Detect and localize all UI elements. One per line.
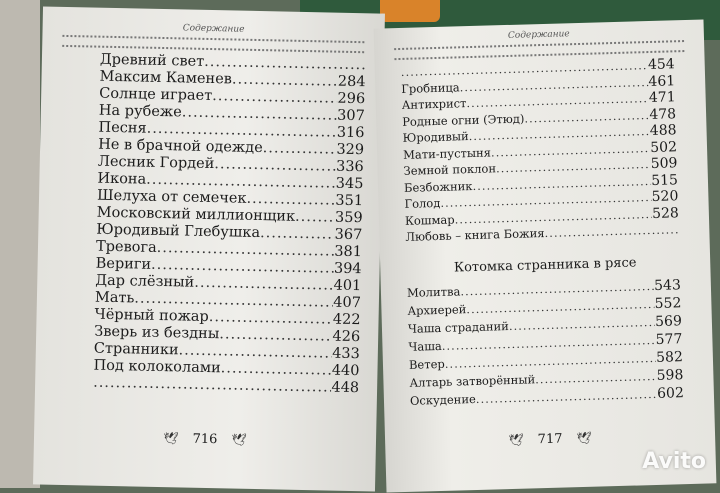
entry-page: 598 — [656, 366, 684, 384]
entry-title: Ветер — [408, 356, 445, 372]
toc-list: Молитва543Архиерей552Чаша страданий569Ча… — [381, 275, 714, 410]
entry-page: 454 — [647, 56, 675, 74]
entry-page: 284 — [337, 73, 366, 91]
entry-page: 478 — [649, 105, 677, 123]
dove-icon: 🕊 — [163, 431, 179, 446]
entry-page: 543 — [653, 276, 682, 294]
entry-page: 569 — [654, 312, 683, 330]
entry-page: 367 — [334, 226, 363, 244]
entry-title: Архиерей — [407, 301, 467, 318]
entry-page: 515 — [650, 171, 679, 189]
background-object — [380, 0, 440, 22]
entry-page: 502 — [650, 138, 678, 156]
entry-title: Безбожник — [403, 178, 473, 195]
ornament-divider — [62, 34, 365, 54]
entry-title: Древний свет — [99, 51, 205, 70]
entry-title: Мать — [94, 289, 135, 307]
page-number: 🕊 716 🕊 — [34, 427, 376, 451]
entry-page: 407 — [333, 294, 362, 312]
entry-title: Юродивый — [402, 129, 469, 145]
entry-page: 316 — [336, 124, 365, 142]
dove-icon: 🕊 — [508, 432, 524, 448]
dot-leader — [260, 225, 335, 244]
entry-page: 359 — [334, 209, 363, 227]
entry-page: 488 — [649, 122, 677, 140]
entry-page: 336 — [335, 158, 364, 176]
entry-title: Икона — [97, 170, 147, 188]
left-page: Содержание Древний светМаксим Каменев284… — [33, 6, 385, 492]
entry-page: 329 — [336, 141, 365, 159]
entry-title: Песня — [98, 119, 147, 137]
toc-list: Древний светМаксим Каменев284Солнце игра… — [35, 50, 384, 397]
entry-title: Тревога — [95, 238, 157, 256]
folio: 716 — [192, 431, 218, 448]
dot-leader — [246, 191, 335, 210]
entry-title: На рубеже — [98, 102, 182, 121]
entry-page: 433 — [331, 345, 360, 363]
entry-page: 471 — [648, 89, 676, 107]
background-left — [0, 0, 40, 488]
dot-leader — [232, 71, 338, 90]
dove-icon: 🕊 — [231, 432, 247, 447]
entry-title: Гробница — [401, 79, 460, 96]
entry-page: 422 — [332, 311, 361, 329]
entry-page: 602 — [656, 384, 685, 402]
entry-title: Оскудение — [409, 391, 477, 408]
entry-page: 461 — [648, 72, 676, 90]
avito-watermark: Avito — [642, 449, 706, 474]
entry-title: Кошмар — [404, 212, 455, 228]
dove-icon: 🕊 — [576, 430, 592, 446]
dot-leader — [93, 375, 332, 397]
entry-title: Чаша — [408, 338, 442, 354]
entry-page: 381 — [334, 243, 363, 261]
entry-title: Голод — [404, 195, 441, 211]
right-page: Содержание 454Гробница461Антихрист471Род… — [373, 19, 717, 493]
entry-page: 351 — [335, 192, 364, 210]
entry-page: 582 — [655, 348, 684, 366]
entry-title: Молитва — [406, 283, 461, 300]
entry-page: 520 — [651, 188, 679, 205]
dot-leader — [544, 221, 679, 241]
folio: 717 — [537, 431, 563, 448]
entry-page: 577 — [655, 330, 683, 348]
entry-page: 440 — [331, 362, 360, 380]
entry-page: 401 — [333, 277, 362, 295]
dot-leader — [476, 384, 658, 407]
entry-page: 448 — [331, 379, 360, 397]
entry-title: Странники — [93, 340, 179, 359]
entry-title: Дар слёзный — [95, 272, 195, 291]
entry-page: 307 — [336, 107, 365, 125]
toc-list: 454Гробница461Антихрист471Родные огни (Э… — [375, 55, 710, 246]
entry-page: 426 — [332, 328, 361, 346]
entry-page: 345 — [335, 175, 364, 193]
dot-leader — [295, 209, 335, 227]
entry-title: Любовь – книга Божия — [405, 226, 545, 244]
entry-page: 552 — [654, 294, 682, 312]
entry-title: Вериги — [95, 255, 152, 273]
entry-page: 296 — [337, 90, 366, 108]
entry-page: 394 — [333, 260, 362, 278]
entry-page: 509 — [650, 155, 678, 173]
section-title: Котомка странника в рясе — [453, 254, 637, 276]
dot-leader — [263, 140, 337, 159]
entry-title: Антихрист — [401, 96, 467, 112]
entry-page: 528 — [651, 204, 680, 222]
